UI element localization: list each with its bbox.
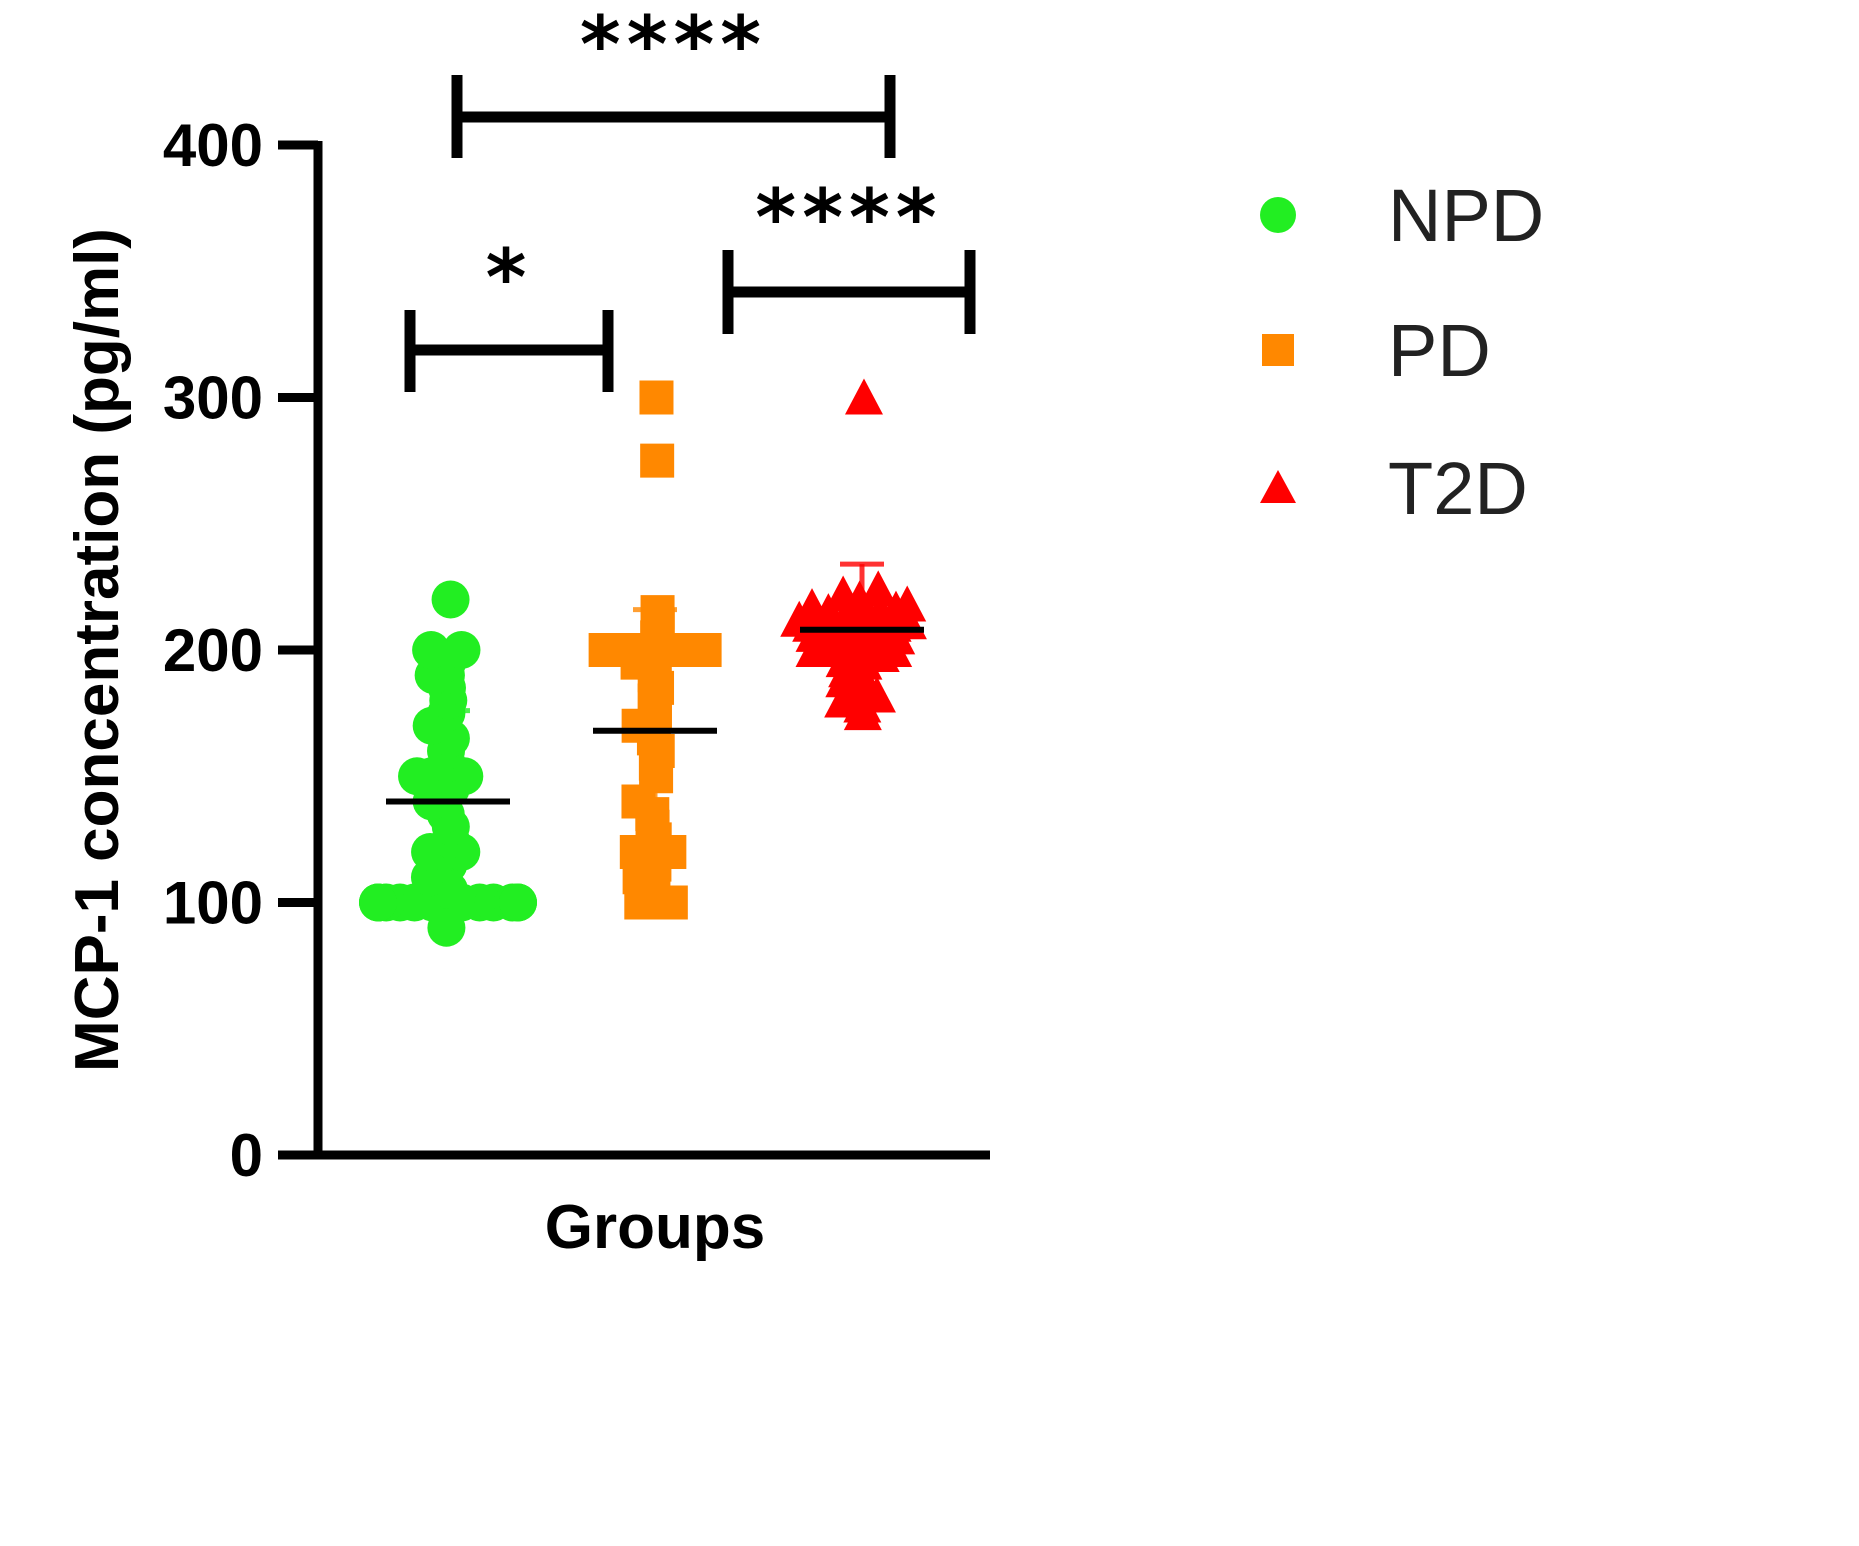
legend-label-T2D: T2D (1388, 447, 1528, 530)
point-T2D (793, 588, 832, 625)
legend-label-NPD: NPD (1388, 174, 1544, 257)
point-T2D (844, 378, 883, 415)
y-tick-label: 400 (163, 112, 263, 179)
point-NPD (431, 580, 470, 619)
mean-lines (386, 626, 924, 805)
x-axis-label: Groups (545, 1193, 765, 1262)
point-T2D (888, 585, 927, 622)
legend: NPD PD T2D (1260, 174, 1544, 530)
point-NPD (359, 883, 397, 922)
significance-label: **** (580, 1, 767, 91)
legend-marker-T2D (1260, 470, 1296, 503)
point-PD (640, 443, 675, 478)
legend-marker-PD (1262, 334, 1294, 366)
point-NPD (442, 631, 481, 669)
point-NPD (499, 883, 537, 922)
point-T2D (824, 575, 863, 612)
significance-label: * (486, 234, 533, 324)
significance-label: **** (755, 174, 942, 264)
point-PD (588, 633, 623, 667)
y-tick-label: 200 (163, 617, 263, 684)
y-tick-label: 100 (163, 870, 263, 937)
y-tick-label: 300 (163, 365, 263, 432)
y-tick-label: 0 (230, 1122, 263, 1189)
point-NPD (412, 631, 451, 669)
legend-marker-NPD (1260, 197, 1296, 233)
point-PD (639, 380, 674, 415)
point-T2D (824, 681, 863, 718)
point-PD (640, 595, 675, 630)
point-NPD (398, 757, 437, 796)
point-T2D (859, 570, 898, 607)
significance-brackets: ********* (404, 1, 976, 392)
data-points (359, 378, 927, 947)
point-PD (687, 633, 722, 667)
point-NPD (427, 908, 466, 947)
y-axis-label: MCP-1 concentration (pg/ml) (63, 228, 132, 1072)
y-ticks: 0 100 200 300 400 (163, 112, 318, 1189)
legend-label-PD: PD (1388, 309, 1491, 392)
